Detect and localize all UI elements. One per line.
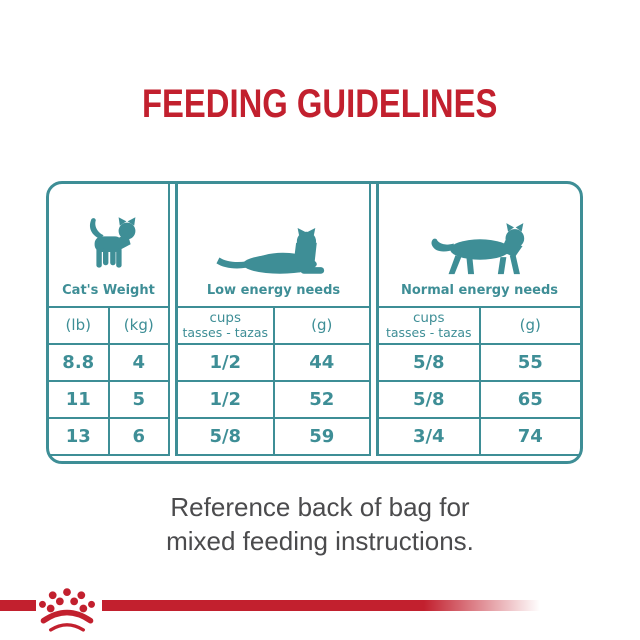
table-row: 5/8 59 [178,417,369,454]
table-cell: 6 [107,419,169,454]
royal-canin-crown-icon [39,588,95,632]
cups-sublabel: tasses - tazas [182,325,269,341]
table-row: 3/4 74 [379,417,580,454]
table-cell: 11 [65,389,91,410]
group-label: Low energy needs [206,283,341,298]
unit-header-row: cups tasses - tazas (g) [379,306,580,343]
table-cell: 3/4 [412,426,445,447]
unit-header-row: (lb) (kg) [49,306,168,343]
lying-cat-icon [215,228,324,274]
unit-cell-grams: (g) [478,308,581,343]
table-row: 1/2 52 [178,380,369,417]
group-header-low-energy: Low energy needs [178,184,369,306]
group-header-cats-weight: Cat's Weight [49,184,168,306]
table-row: 13 6 [49,417,168,454]
walking-cat-icon [431,223,524,275]
table-row: 5/8 55 [379,343,580,380]
table-cell: 44 [272,345,370,380]
feeding-table: Cat's Weight (lb) (kg) 8.8 4 11 5 13 6 [46,181,583,464]
table-cell: 8.8 [62,352,95,373]
group-label: Normal energy needs [400,283,559,298]
unit-cell-lb: (lb) [65,316,91,335]
cups-sublabel: tasses - tazas [385,325,472,341]
footer-note-line2: mixed feeding instructions. [166,526,474,556]
footer-note: Reference back of bag for mixed feeding … [0,490,640,558]
footer-note-line1: Reference back of bag for [170,492,470,522]
unit-header-row: cups tasses - tazas (g) [178,306,369,343]
group-normal-energy: Normal energy needs cups tasses - tazas … [376,184,580,456]
group-header-normal-energy: Normal energy needs [379,184,580,306]
group-label: Cat's Weight [62,283,155,298]
table-cell: 13 [65,426,91,447]
table-cell: 65 [478,382,581,417]
unit-cell-kg: (kg) [107,308,169,343]
table-cell: 1/2 [209,352,242,373]
table-cell: 5/8 [412,352,445,373]
table-cell: 55 [478,345,581,380]
unit-cell-grams: (g) [272,308,370,343]
unit-cell-cups: cups tasses - tazas [178,308,273,343]
standing-cat-icon [89,217,135,268]
table-cell: 5 [107,382,169,417]
table-cell: 1/2 [209,389,242,410]
table-cell: 5/8 [209,426,242,447]
table-row: 5/8 65 [379,380,580,417]
cups-label: cups [209,309,242,326]
page-title: FEEDING GUIDELINES [0,82,640,127]
unit-cell-cups: cups tasses - tazas [379,308,479,343]
table-cell: 59 [272,419,370,454]
table-cell: 52 [272,382,370,417]
group-cats-weight: Cat's Weight (lb) (kg) 8.8 4 11 5 13 6 [49,184,170,456]
page-title-text: FEEDING GUIDELINES [142,82,498,126]
cups-label: cups [412,309,445,326]
table-cell: 4 [107,345,169,380]
table-cell: 5/8 [412,389,445,410]
table-row: 1/2 44 [178,343,369,380]
brand-stripe-left [0,600,36,611]
table-row: 11 5 [49,380,168,417]
group-low-energy: Low energy needs cups tasses - tazas (g)… [175,184,371,456]
brand-stripe-right [102,600,549,611]
table-cell: 74 [478,419,581,454]
table-row: 8.8 4 [49,343,168,380]
